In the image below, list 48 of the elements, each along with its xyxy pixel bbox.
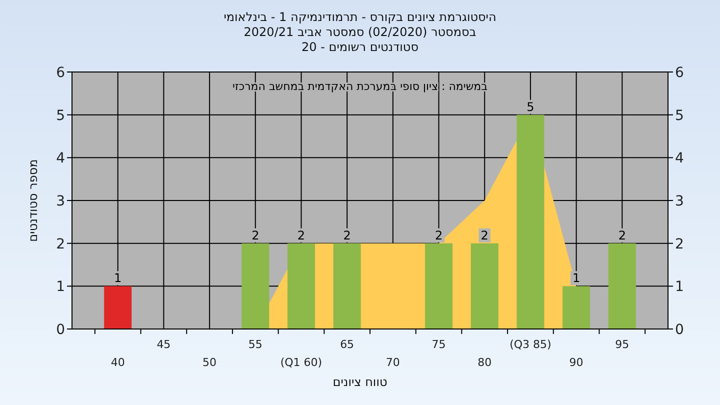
data-label: 2	[343, 228, 351, 242]
y2-tick-label: 2	[675, 236, 684, 252]
x-tick-label: 45	[156, 338, 171, 351]
x-tick-label: 90	[569, 356, 584, 369]
y-tick-label: 5	[56, 108, 65, 124]
x-tick-label: 70	[386, 356, 400, 369]
y-tick-label: 6	[56, 65, 66, 81]
y2-tick-label: 5	[675, 108, 684, 124]
data-label: 2	[252, 228, 260, 242]
y2-tick-label: 0	[675, 322, 684, 338]
y-tick-label: 1	[56, 279, 65, 296]
chart-subtitle: בסמסטר (02/2020) סמסטר אביב 2020/21 סטודנטים רשומים - 20	[244, 25, 476, 54]
y2-tick-label: 4	[675, 150, 684, 167]
data-label: 2	[297, 228, 306, 242]
data-label: 2	[480, 228, 488, 242]
y-axis-title: מספר סטודנטים	[26, 159, 40, 242]
chart-title: היסטוגרמת ציונים בקורס - תרמודינמיקה 1 - בינלאומי	[224, 10, 496, 24]
y2-tick-label: 6	[675, 65, 684, 81]
data-label: 2	[618, 228, 626, 242]
y-tick-label: 3	[56, 194, 65, 210]
bar	[104, 286, 132, 329]
bar	[287, 243, 315, 329]
data-label: 5	[526, 100, 534, 114]
y-tick-label: 0	[56, 322, 65, 338]
bar	[333, 243, 361, 329]
bar	[425, 243, 453, 329]
bar	[470, 243, 498, 329]
data-label: 1	[572, 271, 580, 286]
x-tick-label: 75	[432, 338, 446, 351]
data-label: 1	[114, 271, 122, 286]
x-tick-label: 95	[615, 338, 630, 351]
data-label: 2	[434, 228, 443, 242]
x-tick-label: (Q3 85)	[510, 338, 552, 351]
y2-tick-label: 3	[675, 194, 684, 210]
y2-tick-label: 1	[675, 279, 684, 296]
x-tick-label: 55	[248, 338, 262, 351]
y-tick-label: 4	[56, 150, 66, 167]
x-axis-title: טווח ציונים	[332, 375, 388, 389]
bar	[242, 243, 270, 329]
x-tick-label: (Q1 60)	[280, 356, 322, 369]
x-tick-label: 40	[110, 356, 125, 369]
x-tick-label: 80	[478, 356, 492, 369]
bar	[562, 286, 590, 329]
bar	[516, 114, 544, 329]
y-tick-label: 2	[56, 236, 65, 252]
x-tick-label: 50	[202, 356, 217, 369]
x-tick-label: 65	[340, 338, 354, 351]
bar	[608, 243, 636, 329]
